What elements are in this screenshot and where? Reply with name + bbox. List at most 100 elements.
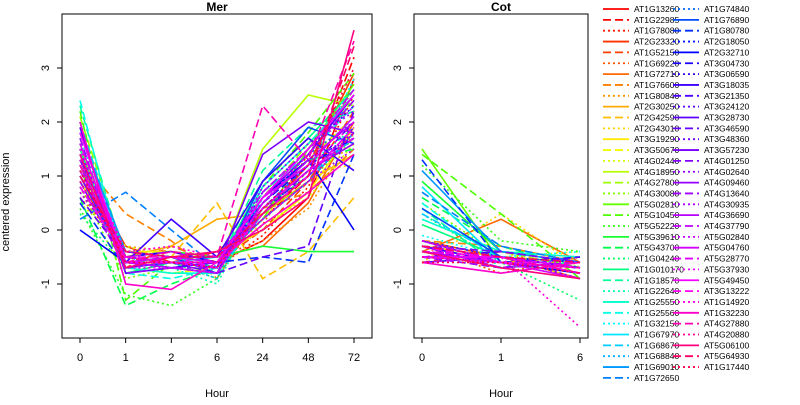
legend-label: AT1G74840: [704, 4, 749, 14]
legend-label: AT2G23320: [634, 37, 679, 47]
series-line: [79, 29, 355, 269]
y-axis-label: centered expression: [0, 152, 12, 251]
legend-item: AT4G20880: [673, 330, 749, 340]
legend-label: AT5G52220: [634, 221, 679, 231]
y-tick-label: -1: [40, 279, 52, 289]
legend-item: AT1G69220: [603, 58, 679, 68]
x-tick-label: 2: [168, 352, 174, 364]
y-tick-label: 0: [40, 227, 52, 233]
legend-label: AT5G43700: [634, 243, 679, 253]
legend-item: AT1G17440: [673, 362, 749, 372]
legend-item: AT4G36690: [673, 210, 749, 220]
x-tick-label: 6: [214, 352, 220, 364]
legend-item: AT3G21350: [673, 91, 749, 101]
legend: AT1G13260AT1G22985AT1G78080AT2G23320AT1G…: [603, 4, 749, 383]
legend-item: AT3G13222: [673, 286, 749, 296]
legend-item: AT4G13640: [673, 188, 749, 198]
series-line: [79, 67, 355, 269]
legend-label: AT2G43010: [634, 123, 679, 133]
legend-item: AT2G43010: [603, 123, 679, 133]
legend-item: AT1G22985: [603, 15, 679, 25]
legend-label: AT1G17440: [704, 362, 749, 372]
legend-label: AT5G49450: [704, 275, 749, 285]
legend-item: AT5G06100: [673, 340, 749, 350]
legend-label: AT4G27880: [704, 319, 749, 329]
legend-item: AT4G27880: [673, 319, 749, 329]
series-line: [422, 261, 581, 274]
legend-item: AT1G74840: [673, 4, 749, 14]
legend-item: AT4G37790: [673, 221, 749, 231]
legend-item: AT4G18950: [603, 167, 679, 177]
legend-label: AT5G64930: [704, 351, 749, 361]
legend-label: AT1G52150: [634, 47, 679, 57]
legend-label: AT5G02810: [634, 199, 679, 209]
legend-item: AT1G76600: [603, 80, 679, 90]
legend-label: AT4G27800: [634, 178, 679, 188]
y-tick-label: 1: [40, 173, 52, 179]
x-tick-label: 0: [419, 352, 425, 364]
legend-item: AT3G57230: [673, 145, 749, 155]
legend-item: AT4G30935: [673, 199, 749, 209]
y-tick-label: 0: [392, 227, 404, 233]
legend-label: AT3G06590: [704, 69, 749, 79]
series-line: [79, 132, 355, 264]
legend-item: AT5G28770: [673, 254, 749, 264]
x-tick-label: 6: [577, 352, 583, 364]
legend-item: AT1G25550: [603, 297, 679, 307]
x-tick-label: 48: [302, 352, 314, 364]
legend-item: AT3G19290: [603, 134, 679, 144]
legend-label: AT3G18035: [704, 80, 749, 90]
series-line: [79, 121, 355, 291]
legend-label: AT3G46590: [704, 123, 749, 133]
legend-item: AT1G22640: [603, 286, 679, 296]
legend-item: AT5G49450: [673, 275, 749, 285]
series-line: [421, 218, 581, 264]
legend-item: AT1G69010: [603, 362, 679, 372]
legend-label: AT3G19290: [634, 134, 679, 144]
legend-item: AT3G46590: [673, 123, 749, 133]
legend-item: AT1G18570: [603, 275, 679, 285]
legend-label: AT1G14920: [704, 297, 749, 307]
legend-item: AT1G14920: [673, 297, 749, 307]
legend-item: AT1G72650: [603, 373, 679, 383]
legend-item: AT3G50670: [603, 145, 679, 155]
legend-item: AT1G78080: [603, 26, 679, 36]
x-tick-label: 24: [257, 352, 269, 364]
legend-item: AT1G67970: [603, 330, 679, 340]
series-line: [421, 256, 581, 269]
series-line: [421, 240, 580, 264]
legend-label: AT1G22985: [634, 15, 679, 25]
legend-label: AT4G02440: [634, 156, 679, 166]
panel-title: Cot: [491, 0, 511, 14]
legend-label: AT1G80780: [704, 26, 749, 36]
x-axis-label: Hour: [489, 388, 513, 400]
x-axis-label: Hour: [205, 388, 229, 400]
legend-label: AT1G80840: [634, 91, 679, 101]
legend-item: AT3G06590: [673, 69, 749, 79]
legend-label: AT1G69010: [634, 362, 679, 372]
legend-item: AT2G32710: [673, 47, 749, 57]
series-lines: [421, 148, 581, 328]
legend-item: AT3G04730: [673, 58, 749, 68]
legend-label: AT4G02640: [704, 167, 749, 177]
legend-label: AT4G18950: [634, 167, 679, 177]
legend-item: AT3G48360: [673, 134, 749, 144]
legend-label: AT1G68840: [634, 351, 679, 361]
legend-label: AT5G02840: [704, 232, 749, 242]
legend-item: AT5G02810: [603, 199, 679, 209]
series-line: [79, 46, 355, 258]
legend-item: AT1G68840: [603, 351, 679, 361]
legend-item: AT5G52220: [603, 221, 679, 231]
legend-label: AT1G32150: [634, 319, 679, 329]
series-line: [421, 250, 581, 280]
legend-label: AT1G25550: [634, 297, 679, 307]
legend-label: AT2G32710: [704, 47, 749, 57]
legend-item: AT5G02840: [673, 232, 749, 242]
legend-item: AT2G23320: [603, 37, 679, 47]
legend-item: AT4G27800: [603, 178, 679, 188]
legend-label: AT3G21350: [704, 91, 749, 101]
legend-label: AT5G10450: [634, 210, 679, 220]
legend-item: AT4G02440: [603, 156, 679, 166]
